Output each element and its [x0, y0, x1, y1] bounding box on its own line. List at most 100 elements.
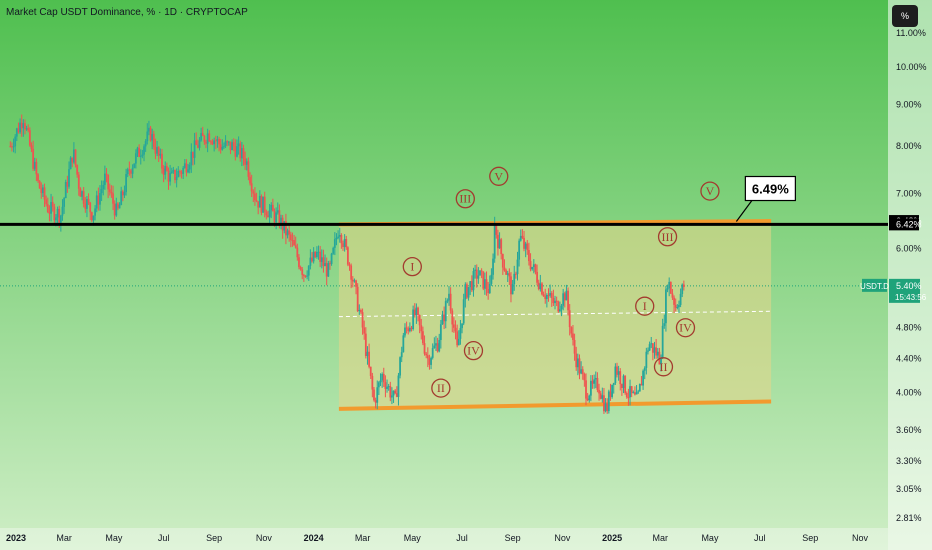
- candle-body: [671, 293, 674, 298]
- candle-body: [519, 235, 522, 241]
- candle-body: [169, 173, 172, 182]
- candle-body: [195, 140, 198, 145]
- candle-body: [11, 146, 13, 148]
- candle-body: [408, 327, 411, 332]
- candle-body: [289, 234, 292, 240]
- candle-body: [619, 371, 622, 385]
- price-tick-label: 4.00%: [896, 388, 922, 398]
- candle-body: [555, 300, 558, 302]
- candle-body: [237, 143, 240, 147]
- candle-body: [68, 169, 70, 187]
- candle-body: [340, 234, 343, 244]
- price-series[interactable]: [9, 114, 685, 414]
- candle-body: [183, 163, 186, 168]
- candle-body: [103, 173, 106, 185]
- wave-label-8: III: [657, 227, 678, 247]
- candle-body: [22, 123, 25, 129]
- time-axis[interactable]: 2023 Mar May Jul Sep Nov 2024 Mar May Jul Sep Nov 20…: [6, 533, 869, 543]
- time-tick-label: Mar: [355, 533, 371, 543]
- candle-body: [149, 127, 152, 141]
- candle-body: [648, 344, 651, 351]
- last-price-label: 5.40%: [896, 281, 922, 291]
- candle-body: [285, 221, 287, 236]
- candle-body: [448, 293, 450, 301]
- candle-body: [643, 367, 646, 371]
- price-axis-panel[interactable]: [888, 0, 932, 550]
- price-tick-label: 4.40%: [896, 354, 922, 364]
- candle-body: [38, 180, 41, 189]
- candle-body: [27, 128, 30, 131]
- candle-body: [136, 147, 139, 154]
- percent-scale-button[interactable]: %: [892, 5, 918, 27]
- candle-body: [431, 347, 434, 358]
- candle-body: [638, 383, 641, 392]
- candle-body: [211, 141, 214, 145]
- candle-body: [415, 307, 418, 316]
- candle-body: [541, 283, 543, 295]
- candle-body: [562, 293, 565, 306]
- symbol-tag: [862, 278, 887, 292]
- candle-body: [234, 146, 237, 157]
- candle-body: [320, 257, 323, 262]
- target-callout[interactable]: 6.49%: [735, 175, 796, 222]
- candle-body: [66, 182, 69, 187]
- candle-body: [343, 238, 346, 247]
- wave-label-circle: [463, 341, 484, 361]
- candle-body: [364, 333, 367, 357]
- candle-body: [95, 195, 98, 209]
- candle-body: [503, 267, 506, 271]
- candle-body: [221, 146, 224, 150]
- candle-body: [260, 195, 263, 213]
- candle-body: [594, 377, 597, 380]
- candle-body: [332, 247, 335, 254]
- level-price-label: 6.42%: [896, 219, 922, 229]
- candle-body: [552, 298, 555, 304]
- candle-body: [214, 140, 217, 142]
- range-bottom-line[interactable]: [338, 399, 772, 411]
- candle-body: [607, 391, 610, 412]
- candle-body: [560, 305, 563, 310]
- candle-body: [177, 170, 180, 177]
- candle-body: [110, 192, 113, 194]
- candle-body: [495, 224, 498, 235]
- candle-body: [666, 288, 669, 290]
- candle-body: [363, 327, 366, 334]
- candle-body: [392, 390, 395, 396]
- candle-body: [348, 264, 351, 266]
- candle-body: [223, 146, 225, 148]
- candle-body: [474, 269, 477, 272]
- candle-body: [567, 290, 569, 311]
- candle-body: [549, 293, 552, 296]
- candle-body: [532, 264, 535, 267]
- range-box[interactable]: [338, 221, 772, 409]
- candle-body: [382, 373, 385, 383]
- wave-label-text: I: [410, 260, 414, 274]
- candle-body: [224, 141, 227, 147]
- candle-body: [167, 170, 170, 182]
- candle-body: [679, 293, 682, 305]
- candle-body: [554, 300, 556, 304]
- wave-label-text: V: [494, 169, 503, 183]
- callout-pointer: [735, 198, 754, 222]
- candle-body: [206, 133, 209, 144]
- candle-body: [456, 331, 459, 346]
- candle-body: [645, 351, 648, 368]
- candle-body: [126, 169, 129, 175]
- candle-body: [681, 284, 684, 294]
- time-axis-panel[interactable]: [0, 528, 888, 550]
- candle-body: [536, 271, 538, 283]
- candle-body: [353, 280, 356, 282]
- candle-body: [482, 271, 485, 289]
- candle-body: [360, 310, 362, 313]
- candle-body: [317, 251, 320, 253]
- candle-body: [125, 174, 127, 193]
- candle-body: [598, 389, 600, 394]
- candle-body: [630, 386, 633, 393]
- wave-label-10: V: [700, 181, 720, 201]
- candle-body: [394, 390, 397, 394]
- candle-body: [361, 312, 364, 328]
- candle-body: [219, 144, 222, 150]
- price-axis[interactable]: 11.00% 10.00% 9.00% 8.00% 7.00% 6.00% 4.80% 4.4…: [860, 28, 927, 523]
- candle-body: [591, 380, 594, 384]
